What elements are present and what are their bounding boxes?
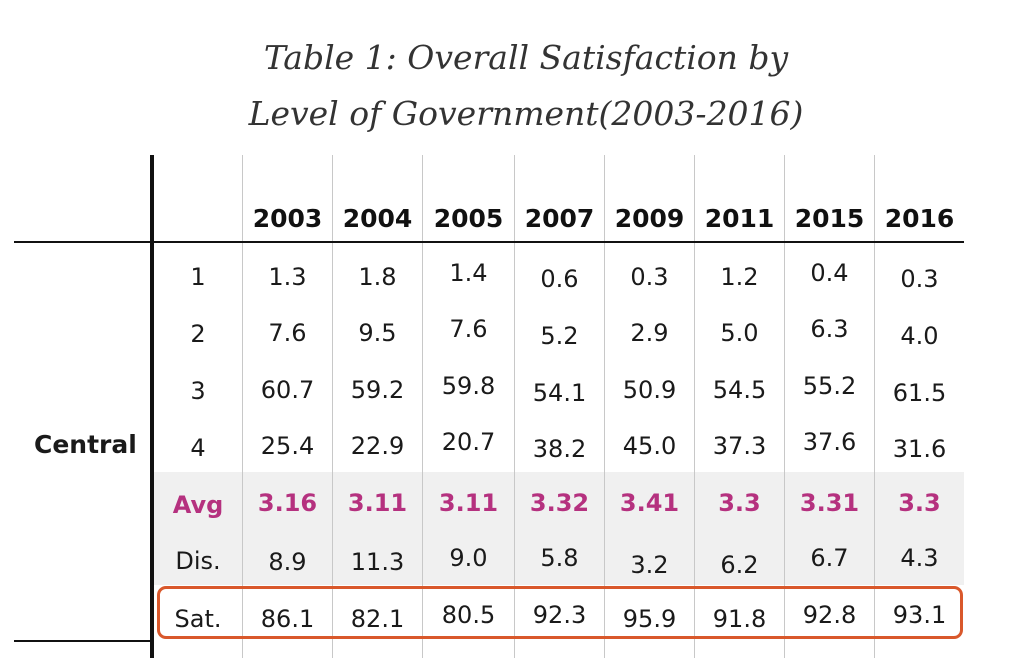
column-divider: [604, 155, 605, 658]
year-header: 2009: [614, 204, 685, 233]
table-cell: 1.8: [358, 263, 397, 291]
sat-row-highlight: [157, 586, 963, 639]
table-cell: 0.3: [900, 265, 939, 293]
year-header: 2004: [342, 204, 413, 233]
column-divider: [874, 155, 875, 658]
row-label: 4: [190, 434, 206, 462]
table-cell: 59.2: [350, 376, 405, 404]
year-header: 2003: [252, 204, 323, 233]
year-header: 2005: [433, 204, 504, 233]
table-cell: 54.5: [712, 376, 767, 404]
row-label-sat: Sat.: [174, 605, 222, 633]
table-cell: 4.3: [900, 544, 939, 572]
table-cell: 1.4: [449, 259, 488, 287]
column-divider: [422, 155, 423, 658]
table-cell: 8.9: [268, 548, 307, 576]
group-label-central: Central: [34, 430, 137, 459]
table-cell: 45.0: [622, 432, 677, 460]
column-divider: [694, 155, 695, 658]
year-header: 2015: [794, 204, 865, 233]
table-cell: 1.2: [720, 263, 759, 291]
year-header: 2011: [704, 204, 775, 233]
avg-cell: 3.41: [619, 489, 680, 517]
table-cell: 1.3: [268, 263, 307, 291]
table-cell: 25.4: [260, 432, 315, 460]
table-cell: 0.6: [540, 265, 579, 293]
table-cell: 20.7: [441, 428, 496, 456]
table-cell: 11.3: [350, 548, 405, 576]
table-cell: 2.9: [630, 319, 669, 347]
table-cell: 5.2: [540, 322, 579, 350]
table-cell: 6.2: [720, 551, 759, 579]
table-cell: 9.0: [449, 544, 488, 572]
row-label: 1: [190, 263, 206, 291]
sat-cell: 82.1: [350, 605, 405, 633]
table-cell: 59.8: [441, 372, 496, 400]
table-cell: 9.5: [358, 319, 397, 347]
year-header: 2007: [524, 204, 595, 233]
avg-cell: 3.11: [347, 489, 408, 517]
table-cell: 38.2: [532, 435, 587, 463]
table-title: Table 1: Overall Satisfaction by Level o…: [0, 30, 1012, 142]
table-cell: 6.3: [810, 315, 849, 343]
table-title-line-2: Level of Government(2003-2016): [248, 94, 804, 133]
table-cell: 22.9: [350, 432, 405, 460]
table-cell: 37.3: [712, 432, 767, 460]
table-cell: 5.0: [720, 319, 759, 347]
sat-cell: 92.3: [532, 601, 587, 629]
sat-cell: 86.1: [260, 605, 315, 633]
table-cell: 61.5: [892, 379, 947, 407]
column-divider: [514, 155, 515, 658]
table-cell: 55.2: [802, 372, 857, 400]
column-divider: [332, 155, 333, 658]
sat-cell: 92.8: [802, 601, 857, 629]
table-cell: 0.3: [630, 263, 669, 291]
sat-cell: 80.5: [441, 601, 496, 629]
table-title-line-1: Table 1: Overall Satisfaction by: [263, 38, 789, 77]
avg-cell: 3.11: [438, 489, 499, 517]
avg-cell: 3.16: [257, 489, 318, 517]
avg-cell: 3.3: [898, 489, 941, 517]
table-cell: 31.6: [892, 435, 947, 463]
table-cell: 4.0: [900, 322, 939, 350]
table-cell: 60.7: [260, 376, 315, 404]
column-divider: [784, 155, 785, 658]
row-label: Dis.: [175, 547, 221, 575]
table-cell: 5.8: [540, 544, 579, 572]
dis-row-band: [154, 529, 964, 585]
avg-cell: 3.3: [718, 489, 761, 517]
avg-cell: 3.32: [529, 489, 590, 517]
row-header-divider: [150, 155, 154, 658]
header-rule: [14, 241, 964, 243]
table-cell: 7.6: [268, 319, 307, 347]
table-cell: 3.2: [630, 551, 669, 579]
sat-cell: 91.8: [712, 605, 767, 633]
row-label: 3: [190, 377, 206, 405]
row-label: 2: [190, 320, 206, 348]
table-cell: 50.9: [622, 376, 677, 404]
sat-cell: 95.9: [622, 605, 677, 633]
avg-row-band: [154, 472, 964, 529]
row-label-avg: Avg: [172, 491, 224, 519]
column-divider: [242, 155, 243, 658]
sat-cell: 93.1: [892, 601, 947, 629]
avg-cell: 3.31: [799, 489, 860, 517]
table-cell: 7.6: [449, 315, 488, 343]
table-cell: 0.4: [810, 259, 849, 287]
table-cell: 54.1: [532, 379, 587, 407]
table-cell: 37.6: [802, 428, 857, 456]
table-cell: 6.7: [810, 544, 849, 572]
group-bottom-rule: [14, 640, 154, 642]
year-header: 2016: [884, 204, 955, 233]
